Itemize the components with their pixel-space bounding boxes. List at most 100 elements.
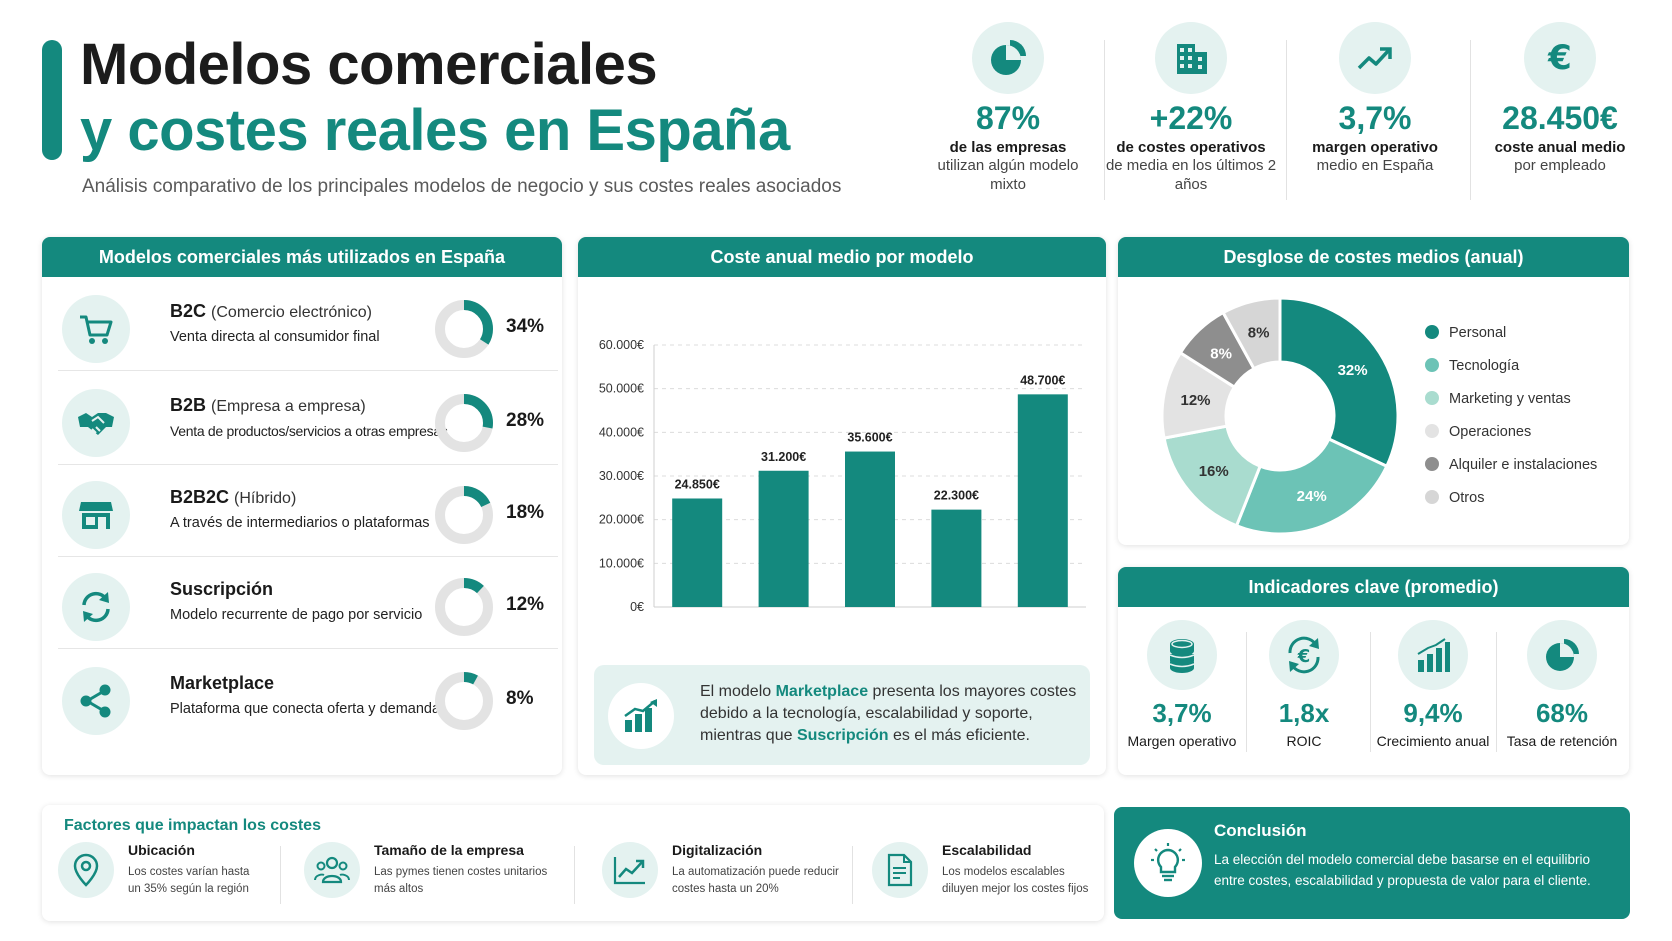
stat-value: 87% xyxy=(975,100,1041,136)
pie-chart: 32% 24% 16% 12% 8% 8% xyxy=(1160,296,1400,536)
divider xyxy=(58,464,558,465)
list-item: Suscripción Modelo recurrente de pago po… xyxy=(58,557,558,649)
indicator-retention: 68% Tasa de retención xyxy=(1502,620,1622,749)
factor-desc: Las pymes tienen costes unitarios más al… xyxy=(374,866,548,895)
legend-label: Tecnología xyxy=(1449,358,1520,374)
indicator-label: Tasa de retención xyxy=(1506,733,1618,749)
legend-swatch xyxy=(1425,424,1439,438)
divider xyxy=(280,846,281,904)
legend-label: Otros xyxy=(1449,490,1485,506)
cart-icon xyxy=(62,295,130,363)
model-desc: Modelo recurrente de pago por servicio xyxy=(170,607,423,623)
legend-item: Marketing y ventas xyxy=(1425,391,1571,407)
indicator-value: 68% xyxy=(1535,698,1589,728)
factor-title: Ubicación xyxy=(128,842,195,858)
model-title: Marketplace xyxy=(170,673,275,693)
model-share-donut xyxy=(435,394,493,452)
factors-title: Factores que impactan los costes xyxy=(64,817,321,834)
bar-value-label: 24.850€ xyxy=(675,477,720,491)
divider xyxy=(852,846,853,904)
store-icon xyxy=(62,481,130,549)
legend-swatch xyxy=(1425,325,1439,339)
stat-label-bold: coste anual medio xyxy=(1494,139,1626,156)
stat-label: de media en los últimos 2 años xyxy=(1105,157,1277,193)
factor-title: Digitalización xyxy=(672,842,763,858)
pie-slice-label: 16% xyxy=(1199,463,1229,480)
list-item: B2B (Empresa a empresa) Venta de product… xyxy=(58,373,558,465)
indicator-annual-growth: 9,4% Crecimiento anual xyxy=(1373,620,1493,749)
indicator-operating-margin: 3,7% Margen operativo xyxy=(1122,620,1242,749)
model-desc: Venta directa al consumidor final xyxy=(170,329,380,345)
stat-label-bold: de costes operativos xyxy=(1116,139,1266,156)
lightbulb-icon xyxy=(1134,829,1202,897)
coins-icon xyxy=(1147,620,1217,690)
divider xyxy=(1496,632,1497,752)
model-share-label: 18% xyxy=(506,502,545,523)
bar-value-label: 31.200€ xyxy=(761,450,806,464)
model-share-donut xyxy=(435,486,493,544)
stat-label: por empleado xyxy=(1514,157,1606,174)
factor-desc: Los modelos escalables diluyen mejor los… xyxy=(942,866,1089,895)
legend-swatch xyxy=(1425,457,1439,471)
divider xyxy=(1104,40,1105,200)
stat-mixed-models: 87% de las empresas utilizan algún model… xyxy=(920,22,1096,194)
trend-up-icon xyxy=(1339,22,1411,94)
conclusion-card: Conclusión La elección del modelo comerc… xyxy=(1114,807,1630,919)
divider xyxy=(1470,40,1471,200)
page-title-line1: Modelos comerciales xyxy=(80,32,658,97)
bar-growth-icon xyxy=(608,683,674,749)
pie-slice xyxy=(1162,424,1263,528)
legend-item: Personal xyxy=(1425,325,1506,341)
legend-label: Personal xyxy=(1449,325,1507,341)
pie-slice-label: 12% xyxy=(1181,392,1211,409)
stat-label: medio en España xyxy=(1316,157,1434,174)
bar-chart: 0€ 10.000€ 20.000€ 30.000€ 40.000€ 50.000€ 60.… xyxy=(599,338,1086,614)
y-tick-label: 20.000€ xyxy=(599,513,644,527)
model-share-donut xyxy=(435,672,493,730)
legend-item: Operaciones xyxy=(1425,424,1531,440)
indicator-label: Margen operativo xyxy=(1127,733,1237,749)
stat-operating-costs: +22% de costes operativos de media en lo… xyxy=(1103,22,1279,194)
divider xyxy=(1370,632,1371,752)
bar xyxy=(931,509,982,607)
indicator-value: 1,8x xyxy=(1278,698,1330,728)
pie-chart-icon xyxy=(1527,620,1597,690)
divider xyxy=(1246,632,1247,752)
factor-item: Tamaño de la empresa Las pymes tienen co… xyxy=(304,840,564,910)
model-desc: Plataforma que conecta oferta y demanda xyxy=(170,701,441,717)
share-icon xyxy=(62,667,130,735)
stat-label: utilizan algún modelo mixto xyxy=(937,157,1079,193)
list-item: Marketplace Plataforma que conecta ofert… xyxy=(58,651,558,743)
divider xyxy=(58,370,558,371)
factor-title: Tamaño de la empresa xyxy=(374,842,524,858)
legend-item: Alquiler e instalaciones xyxy=(1425,457,1597,473)
breakdown-card-title: Desglose de costes medios (anual) xyxy=(1118,237,1629,277)
factor-item: Ubicación Los costes varían hasta un 35%… xyxy=(58,840,318,910)
indicator-label: Crecimiento anual xyxy=(1376,733,1490,749)
y-tick-label: 30.000€ xyxy=(599,469,644,483)
indicator-value: 9,4% xyxy=(1403,698,1463,728)
pie-slice xyxy=(1278,296,1400,469)
model-share-donut xyxy=(435,300,493,358)
legend-item: Tecnología xyxy=(1425,358,1519,374)
legend-label: Marketing y ventas xyxy=(1449,391,1571,407)
bar xyxy=(845,451,895,607)
stat-value: +22% xyxy=(1149,100,1233,136)
svg-text:€: € xyxy=(1547,38,1572,78)
conclusion-text: La elección del modelo comercial debe ba… xyxy=(1214,852,1591,888)
trend-line-icon xyxy=(602,842,658,898)
euro-cycle-icon: € xyxy=(1269,620,1339,690)
page-title-line2: y costes reales en España xyxy=(80,98,790,163)
indicator-roic: € 1,8x ROIC xyxy=(1244,620,1364,749)
stat-annual-cost: € 28.450€ coste anual medio por empleado xyxy=(1472,22,1648,175)
y-tick-label: 60.000€ xyxy=(599,338,644,352)
model-share-label: 12% xyxy=(506,594,545,615)
factor-title: Escalabilidad xyxy=(942,842,1032,858)
cost-card-title: Coste anual medio por modelo xyxy=(578,237,1106,277)
title-accent-bar xyxy=(42,40,62,160)
model-share-donut xyxy=(435,578,493,636)
conclusion-title: Conclusión xyxy=(1214,821,1307,840)
model-desc: A través de intermediarios o plataformas xyxy=(170,515,430,531)
handshake-icon xyxy=(62,389,130,457)
refresh-icon xyxy=(62,573,130,641)
